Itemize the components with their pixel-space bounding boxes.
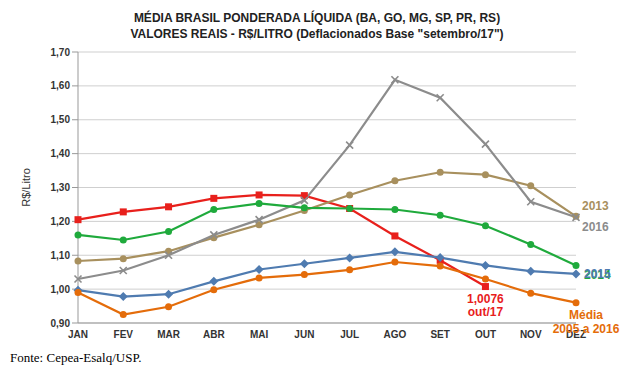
svg-text:1,0076out/17: 1,0076out/17 [467,292,504,319]
svg-text:1,70: 1,70 [51,47,71,58]
svg-text:MAR: MAR [157,329,181,340]
svg-text:ABR: ABR [203,329,225,340]
svg-text:1,20: 1,20 [51,216,71,227]
svg-text:JUN: JUN [294,329,314,340]
html-text:VALORES REAIS - R$/LITRO (Defl: VALORES REAIS - R$/LITRO (Deflacionados … [130,27,504,41]
html-text:Fonte: Cepea-Esalq/USP.: Fonte: Cepea-Esalq/USP. [10,350,142,365]
svg-text:JAN: JAN [68,329,88,340]
svg-text:2016: 2016 [582,220,609,234]
svg-text:R$/Litro: R$/Litro [20,168,32,207]
svg-text:NOV: NOV [520,329,542,340]
svg-text:1,60: 1,60 [51,80,71,91]
svg-text:1,50: 1,50 [51,114,71,125]
svg-text:1,00: 1,00 [51,284,71,295]
html-text:MÉDIA BRASIL PONDERADA LÍQUIDA: MÉDIA BRASIL PONDERADA LÍQUIDA (BA, GO, … [133,11,501,25]
svg-text:AGO: AGO [384,329,407,340]
svg-text:JUL: JUL [340,329,359,340]
svg-text:1,30: 1,30 [51,182,71,193]
svg-text:1,40: 1,40 [51,148,71,159]
svg-text:2013: 2013 [582,199,609,213]
svg-text:Média2005 a 2016: Média2005 a 2016 [553,308,620,336]
svg-text:SET: SET [430,329,449,340]
svg-text:OUT: OUT [475,329,496,340]
svg-text:FEV: FEV [114,329,134,340]
svg-text:0,90: 0,90 [51,318,71,329]
svg-text:1,10: 1,10 [51,250,71,261]
svg-text:MAI: MAI [250,329,269,340]
svg-text:2015: 2015 [584,267,611,281]
